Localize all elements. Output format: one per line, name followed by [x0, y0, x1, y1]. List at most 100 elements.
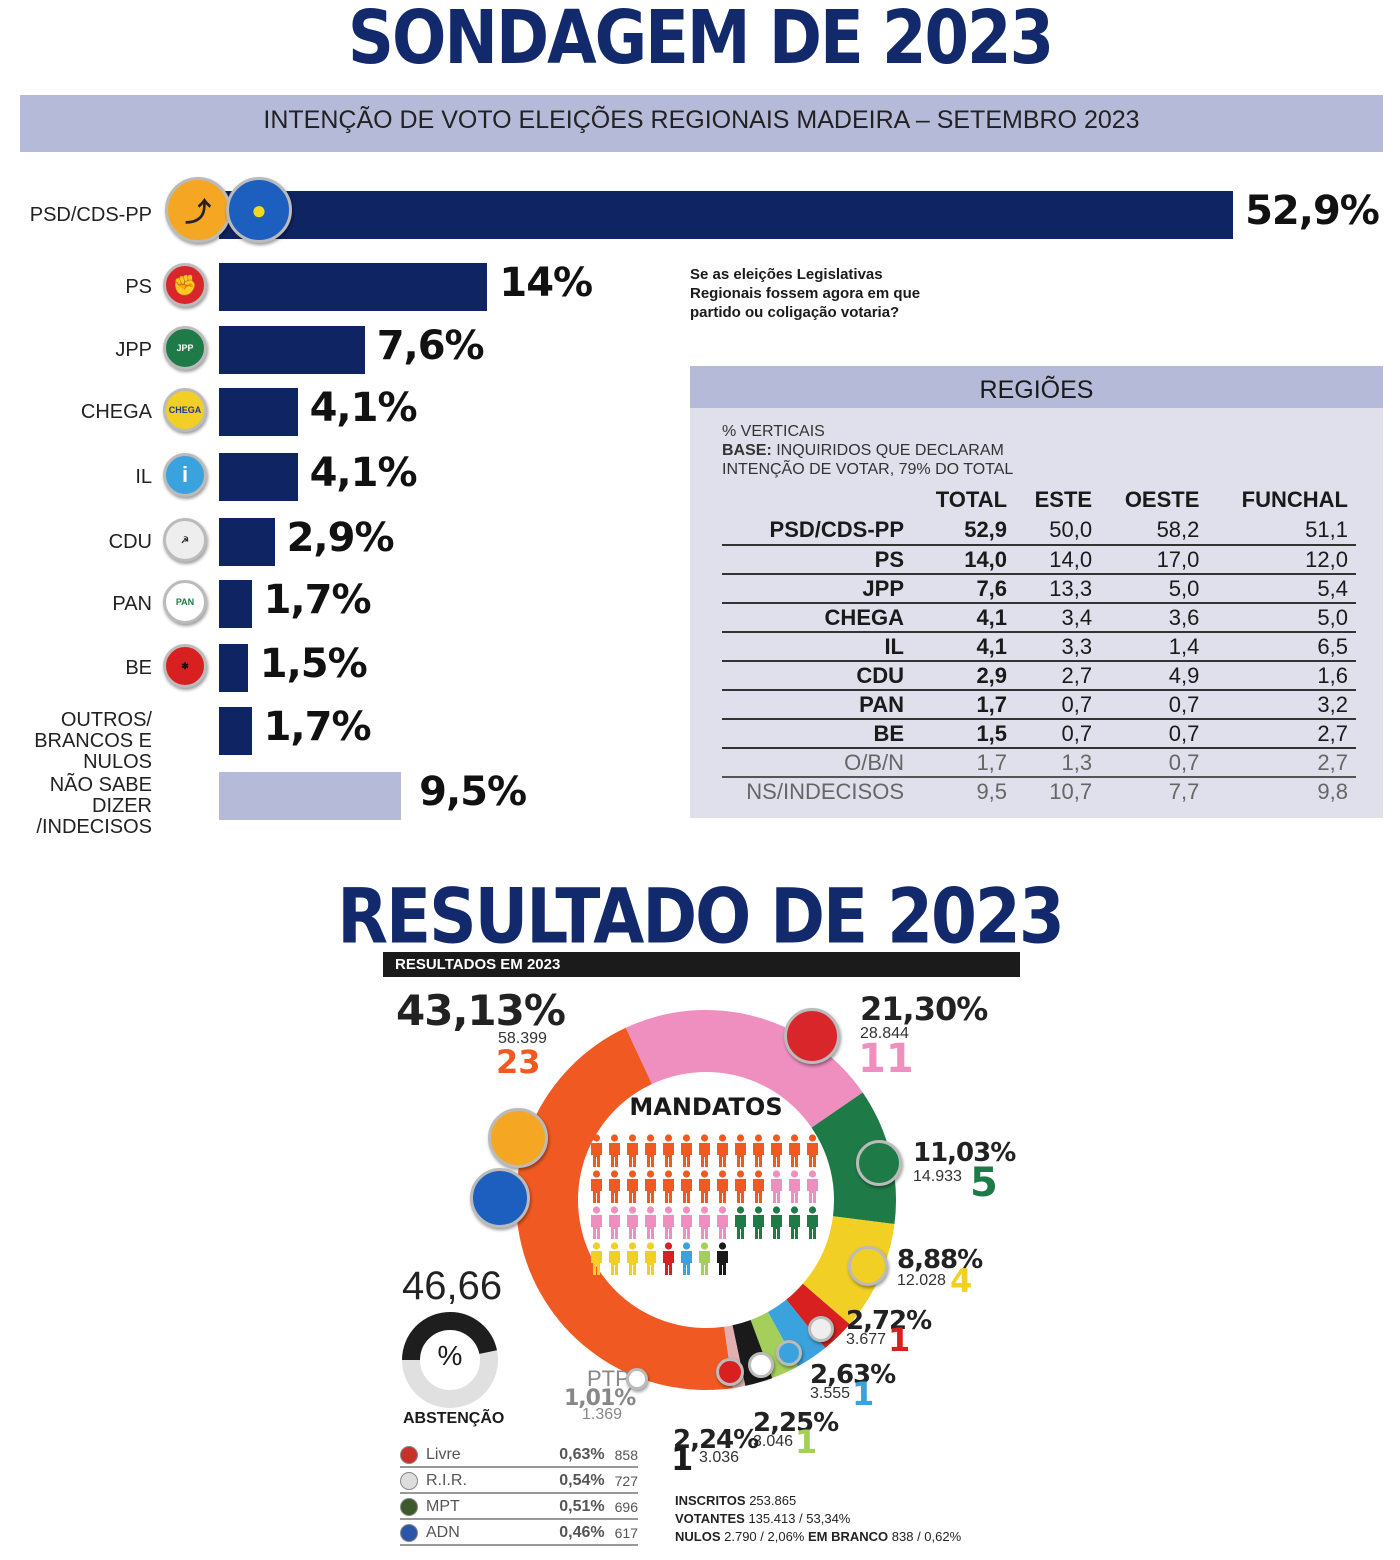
seat-person-icon [699, 1134, 710, 1167]
bar [219, 263, 488, 311]
row-party: NS/INDECISOS [746, 779, 904, 804]
table-cell: 3,4 [1015, 603, 1101, 633]
abstention-donut [402, 1312, 498, 1408]
seat-person-icon [771, 1170, 782, 1203]
table-cell: 1,4 [1100, 632, 1208, 662]
bar [219, 580, 252, 628]
row-party: O/B/N [722, 748, 912, 778]
table-cell: 1,3 [1015, 748, 1101, 778]
pan-pct: 2,25% [753, 1408, 839, 1438]
row-party: JPP [722, 574, 912, 604]
be-logo-icon: ✱ [163, 644, 207, 688]
party-name: MPT [426, 1497, 460, 1515]
seat-person-icon [735, 1134, 746, 1167]
seat-person-icon [645, 1206, 656, 1239]
table-cell: 52,9 [912, 516, 1016, 546]
pan-logo-icon: PAN [163, 580, 207, 624]
table-row: PSD/CDS-PP 52,9 50,0 58,2 51,1 [722, 516, 1356, 546]
seat-person-icon [663, 1242, 674, 1275]
bar-label: JPP [115, 338, 152, 361]
table-cell: 3,2 [1207, 690, 1356, 720]
il-votes: 3.555 [810, 1385, 851, 1402]
party-name: ADN [426, 1523, 460, 1541]
table-cell: 1,7 [912, 690, 1016, 720]
cdu-pct: 2,72% [846, 1306, 932, 1336]
party-votes: 617 [614, 1524, 638, 1541]
seat-person-icon [681, 1134, 692, 1167]
ptp-pct: 1,01% [564, 1386, 636, 1411]
seat-person-icon [681, 1242, 692, 1275]
bar-label-line: JPP [115, 338, 152, 361]
be-seats: 1 [671, 1440, 694, 1478]
seat-person-icon [591, 1206, 602, 1239]
bar-label-line: NÃO SABE DIZER [49, 774, 152, 817]
seat-person-icon [717, 1134, 728, 1167]
be-pct: 2,24% [673, 1425, 759, 1455]
row-party: BE [722, 719, 912, 749]
table-row: PAN 1,7 0,7 0,7 3,2 [722, 690, 1356, 720]
row-party: PSD/CDS-PP [722, 516, 912, 546]
note-intencao: INTENÇÃO DE VOTAR, 79% DO TOTAL [722, 461, 1014, 478]
votantes-value: 135.413 / 53,34% [748, 1511, 851, 1526]
bar-value-label: 7,6% [376, 323, 485, 369]
bar-label-line: BE [125, 656, 152, 679]
bar-label-line: PSD/CDS-PP [29, 203, 152, 226]
party-votes: 858 [614, 1446, 638, 1463]
table-cell: 5,0 [1100, 574, 1208, 604]
inscritos-value: 253.865 [749, 1493, 797, 1508]
bar-label: OUTROS/BRANCOS E NULOS [0, 710, 152, 773]
bar-label-line: BRANCOS E NULOS [34, 730, 152, 773]
seat-person-icon [681, 1170, 692, 1203]
cdu-votes: 3.677 [846, 1331, 887, 1348]
table-header-row: TOTAL ESTE OESTE FUNCHAL [722, 486, 1356, 516]
seat-person-icon [609, 1206, 620, 1239]
seat-person-icon [609, 1134, 620, 1167]
ptp-name: PTP [587, 1366, 630, 1391]
party-pct: 0,63% [559, 1445, 605, 1463]
table-cell: 0,7 [1100, 690, 1208, 720]
note-verticais: % VERTICAIS [722, 423, 825, 440]
cdu-logo-icon: ☭ [163, 518, 207, 562]
bar-value-label: 4,1% [309, 385, 418, 431]
bar [219, 191, 1234, 239]
bar-value-label: 4,1% [309, 450, 418, 496]
seat-person-icon [753, 1134, 764, 1167]
seat-person-icon [771, 1134, 782, 1167]
table-row: NS/INDECISOS 9,5 10,7 7,7 9,8 [722, 777, 1356, 806]
seat-person-icon [663, 1134, 674, 1167]
regions-title: REGIÕES [690, 366, 1383, 408]
other-party-row: MPT 0,51% 696 [400, 1495, 638, 1520]
seat-icons [588, 1134, 824, 1276]
bar [219, 453, 298, 501]
seat-person-icon [591, 1134, 602, 1167]
bar-value-label: 9,5% [419, 769, 527, 815]
bar-label: PS [125, 276, 152, 298]
column-header [722, 486, 912, 516]
table-cell: 1,6 [1207, 661, 1356, 691]
table-row: O/B/N 1,7 1,3 0,7 2,7 [722, 748, 1356, 778]
nulos-value: 2.790 / 2,06% [724, 1529, 805, 1544]
bar-label: CDU [109, 531, 152, 553]
pan-votes: 3.046 [753, 1433, 794, 1450]
party-logo-icon [400, 1471, 418, 1490]
seat-person-icon [609, 1242, 620, 1275]
other-party-row: R.I.R. 0,54% 727 [400, 1469, 638, 1494]
other-party-row: Livre 0,63% 858 [400, 1443, 638, 1468]
note-base: BASE: INQUIRIDOS QUE DECLARAM [722, 441, 1013, 460]
table-cell: 2,7 [1207, 719, 1356, 749]
party-votes: 696 [614, 1498, 638, 1515]
results-header: RESULTADOS EM 2023 [383, 952, 1020, 977]
seat-person-icon [735, 1170, 746, 1203]
table-cell: 3,6 [1100, 603, 1208, 633]
table-cell: 14,0 [912, 545, 1016, 575]
table-cell: 5,0 [1207, 603, 1356, 633]
seat-person-icon [735, 1206, 746, 1239]
seat-person-icon [627, 1134, 638, 1167]
psd-logo-icon: ⤴ [165, 177, 231, 243]
table-row: JPP 7,6 13,3 5,0 5,4 [722, 574, 1356, 604]
bar-label-line: PAN [112, 592, 152, 615]
be-logo-icon [716, 1358, 744, 1386]
bar [219, 518, 275, 566]
donut-slice-cdu [786, 1283, 850, 1348]
title-sondagem: SONDAGEM DE 2023 [347, 0, 1054, 82]
